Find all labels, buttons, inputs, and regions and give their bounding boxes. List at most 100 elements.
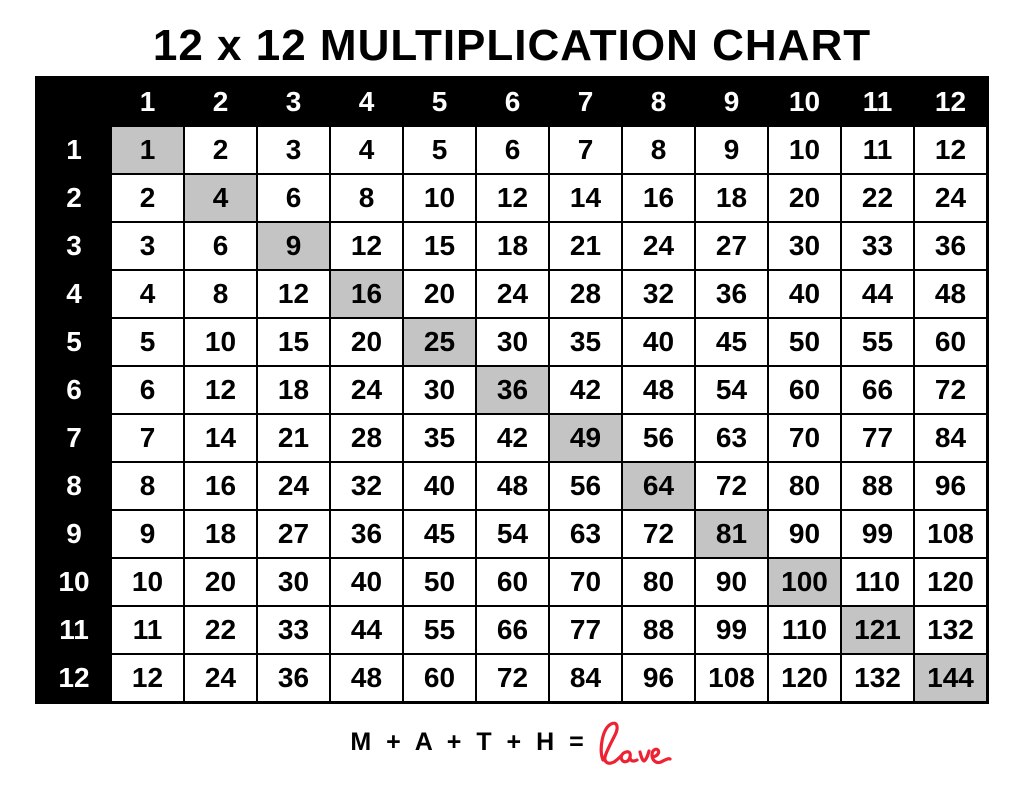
love-letter-v bbox=[638, 749, 651, 763]
product-cell: 48 bbox=[477, 463, 548, 509]
product-cell: 144 bbox=[915, 655, 986, 701]
love-letter-o bbox=[619, 750, 632, 764]
product-cell: 16 bbox=[185, 463, 256, 509]
row-header-cell: 1 bbox=[38, 127, 110, 173]
product-cell: 120 bbox=[769, 655, 840, 701]
product-cell: 108 bbox=[696, 655, 767, 701]
product-cell: 4 bbox=[112, 271, 183, 317]
product-cell: 48 bbox=[623, 367, 694, 413]
product-cell: 48 bbox=[331, 655, 402, 701]
product-cell: 35 bbox=[550, 319, 621, 365]
column-header-cell: 3 bbox=[258, 79, 329, 125]
product-cell: 11 bbox=[842, 127, 913, 173]
column-header-cell: 4 bbox=[331, 79, 402, 125]
product-cell: 27 bbox=[696, 223, 767, 269]
product-cell: 50 bbox=[404, 559, 475, 605]
caption-equation: M + A + T + H = bbox=[350, 727, 588, 756]
product-cell: 12 bbox=[258, 271, 329, 317]
row-header-cell: 4 bbox=[38, 271, 110, 317]
product-cell: 40 bbox=[769, 271, 840, 317]
product-cell: 20 bbox=[185, 559, 256, 605]
product-cell: 99 bbox=[696, 607, 767, 653]
product-cell: 9 bbox=[258, 223, 329, 269]
product-cell: 36 bbox=[696, 271, 767, 317]
product-cell: 90 bbox=[769, 511, 840, 557]
product-cell: 88 bbox=[842, 463, 913, 509]
product-cell: 32 bbox=[331, 463, 402, 509]
product-cell: 24 bbox=[331, 367, 402, 413]
product-cell: 22 bbox=[842, 175, 913, 221]
product-cell: 12 bbox=[331, 223, 402, 269]
product-cell: 5 bbox=[404, 127, 475, 173]
column-header-cell: 6 bbox=[477, 79, 548, 125]
product-cell: 12 bbox=[477, 175, 548, 221]
product-cell: 84 bbox=[550, 655, 621, 701]
product-cell: 12 bbox=[915, 127, 986, 173]
product-cell: 40 bbox=[623, 319, 694, 365]
product-cell: 60 bbox=[915, 319, 986, 365]
product-cell: 60 bbox=[404, 655, 475, 701]
product-cell: 3 bbox=[258, 127, 329, 173]
product-cell: 90 bbox=[696, 559, 767, 605]
product-cell: 48 bbox=[915, 271, 986, 317]
product-cell: 70 bbox=[769, 415, 840, 461]
product-cell: 84 bbox=[915, 415, 986, 461]
product-cell: 10 bbox=[404, 175, 475, 221]
column-header-cell: 10 bbox=[769, 79, 840, 125]
product-cell: 4 bbox=[185, 175, 256, 221]
row-header-cell: 7 bbox=[38, 415, 110, 461]
product-cell: 24 bbox=[185, 655, 256, 701]
product-cell: 121 bbox=[842, 607, 913, 653]
product-cell: 22 bbox=[185, 607, 256, 653]
product-cell: 30 bbox=[404, 367, 475, 413]
product-cell: 2 bbox=[112, 175, 183, 221]
product-cell: 14 bbox=[550, 175, 621, 221]
product-cell: 1 bbox=[112, 127, 183, 173]
corner-cell bbox=[38, 79, 110, 125]
product-cell: 28 bbox=[331, 415, 402, 461]
product-cell: 16 bbox=[623, 175, 694, 221]
row-header-cell: 11 bbox=[38, 607, 110, 653]
product-cell: 96 bbox=[623, 655, 694, 701]
product-cell: 20 bbox=[769, 175, 840, 221]
product-cell: 8 bbox=[331, 175, 402, 221]
row-header-cell: 6 bbox=[38, 367, 110, 413]
product-cell: 42 bbox=[477, 415, 548, 461]
product-cell: 8 bbox=[112, 463, 183, 509]
product-cell: 6 bbox=[477, 127, 548, 173]
product-cell: 20 bbox=[404, 271, 475, 317]
product-cell: 66 bbox=[477, 607, 548, 653]
multiplication-grid: 1 2 3 4 5 6 7 8 9 10 11 12 1 1 2 3 4 5 6 7 8 9 10 11 12 2 2 4 6 8 10 12… bbox=[35, 76, 989, 704]
product-cell: 70 bbox=[550, 559, 621, 605]
product-cell: 24 bbox=[477, 271, 548, 317]
row-header-cell: 12 bbox=[38, 655, 110, 701]
product-cell: 15 bbox=[258, 319, 329, 365]
product-cell: 30 bbox=[477, 319, 548, 365]
product-cell: 5 bbox=[112, 319, 183, 365]
product-cell: 24 bbox=[258, 463, 329, 509]
product-cell: 36 bbox=[915, 223, 986, 269]
product-cell: 80 bbox=[623, 559, 694, 605]
product-cell: 6 bbox=[258, 175, 329, 221]
product-cell: 8 bbox=[623, 127, 694, 173]
product-cell: 28 bbox=[550, 271, 621, 317]
product-cell: 56 bbox=[550, 463, 621, 509]
product-cell: 110 bbox=[769, 607, 840, 653]
row-header-cell: 10 bbox=[38, 559, 110, 605]
column-header-cell: 7 bbox=[550, 79, 621, 125]
column-header-cell: 2 bbox=[185, 79, 256, 125]
column-header-cell: 9 bbox=[696, 79, 767, 125]
product-cell: 2 bbox=[185, 127, 256, 173]
product-cell: 24 bbox=[915, 175, 986, 221]
product-cell: 88 bbox=[623, 607, 694, 653]
product-cell: 12 bbox=[185, 367, 256, 413]
product-cell: 110 bbox=[842, 559, 913, 605]
row-header-cell: 5 bbox=[38, 319, 110, 365]
product-cell: 44 bbox=[842, 271, 913, 317]
product-cell: 27 bbox=[258, 511, 329, 557]
product-cell: 132 bbox=[842, 655, 913, 701]
row-header-cell: 2 bbox=[38, 175, 110, 221]
product-cell: 33 bbox=[258, 607, 329, 653]
love-letter-l bbox=[599, 721, 623, 765]
